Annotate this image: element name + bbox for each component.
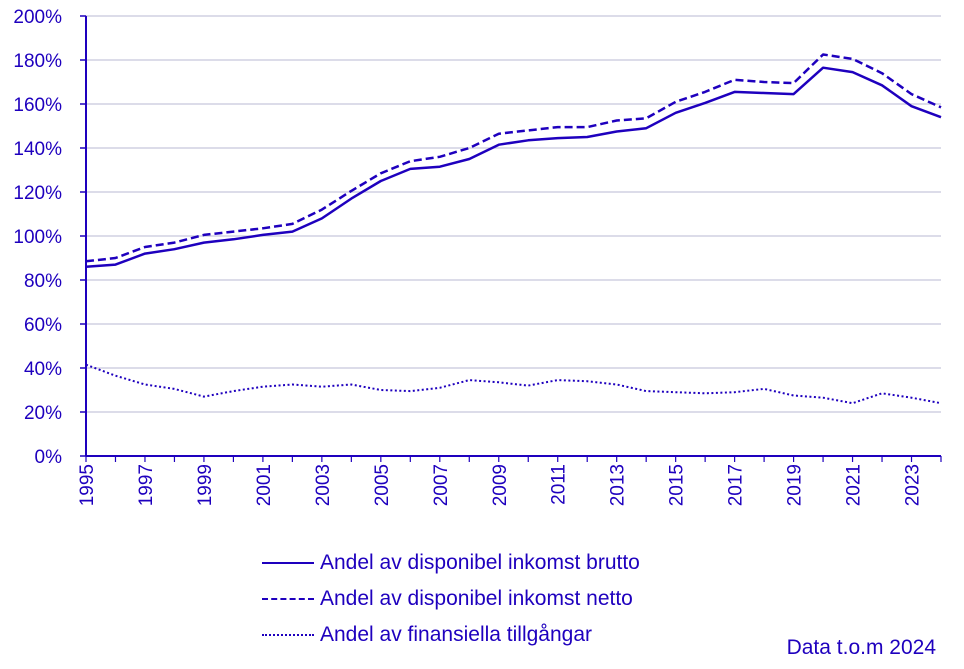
data-note: Data t.o.m 2024 xyxy=(786,636,936,659)
x-tick-label: 2007 xyxy=(431,464,452,506)
x-tick-label: 2005 xyxy=(372,464,393,506)
x-tick-label: 2009 xyxy=(490,464,511,506)
legend-label: Andel av disponibel inkomst netto xyxy=(320,587,633,610)
x-tick-label: 1997 xyxy=(136,464,157,506)
y-tick-label: 20% xyxy=(24,403,62,424)
y-tick-label: 40% xyxy=(24,359,62,380)
y-tick-label: 160% xyxy=(13,95,62,116)
y-tick-label: 120% xyxy=(13,183,62,204)
y-tick-label: 140% xyxy=(13,139,62,160)
y-tick-label: 200% xyxy=(13,7,62,28)
line-chart: 0% 20% 40% 60% 80% 100% 120% 140% 160% 180% 200% 1… xyxy=(13,7,942,506)
x-tick-label: 2021 xyxy=(844,464,865,506)
x-tick-label: 2013 xyxy=(608,464,629,506)
x-tick-label: 2023 xyxy=(903,464,924,506)
x-tick-label: 2017 xyxy=(726,464,747,506)
x-tick-label: 2011 xyxy=(549,464,570,505)
legend: Andel av disponibel inkomst brutto Andel… xyxy=(262,545,640,653)
y-tick-label: 100% xyxy=(13,227,62,248)
legend-swatch-dashed xyxy=(262,598,314,600)
legend-swatch-dotted xyxy=(262,634,314,636)
y-tick-label: 80% xyxy=(24,271,62,292)
series-line-dotted xyxy=(85,363,942,405)
x-tick-label: 2003 xyxy=(313,464,334,506)
gridlines xyxy=(86,15,941,413)
x-axis-ticks: 1995 1997 1999 2001 2003 2005 2007 2009 2011 2013… xyxy=(77,456,942,506)
legend-item-finansiella: Andel av finansiella tillgångar xyxy=(262,617,640,653)
series-lines xyxy=(85,53,942,405)
legend-label: Andel av finansiella tillgångar xyxy=(320,623,593,646)
y-axis-ticks: 0% 20% 40% 60% 80% 100% 120% 140% 160% 180% 200% xyxy=(13,7,86,468)
y-tick-label: 60% xyxy=(24,315,62,336)
x-tick-label: 1999 xyxy=(195,464,216,506)
x-tick-label: 2001 xyxy=(254,464,275,506)
x-tick-label: 2019 xyxy=(785,464,806,506)
legend-item-netto: Andel av disponibel inkomst netto xyxy=(262,581,640,617)
x-tick-label: 1995 xyxy=(77,464,98,506)
y-tick-label: 0% xyxy=(35,447,63,468)
y-tick-label: 180% xyxy=(13,51,62,72)
x-tick-label: 2015 xyxy=(667,464,688,506)
series-line-solid xyxy=(85,66,942,269)
legend-swatch-solid xyxy=(262,562,314,564)
legend-label: Andel av disponibel inkomst brutto xyxy=(320,551,640,574)
legend-item-brutto: Andel av disponibel inkomst brutto xyxy=(262,545,640,581)
series-line-dashed xyxy=(85,53,942,263)
